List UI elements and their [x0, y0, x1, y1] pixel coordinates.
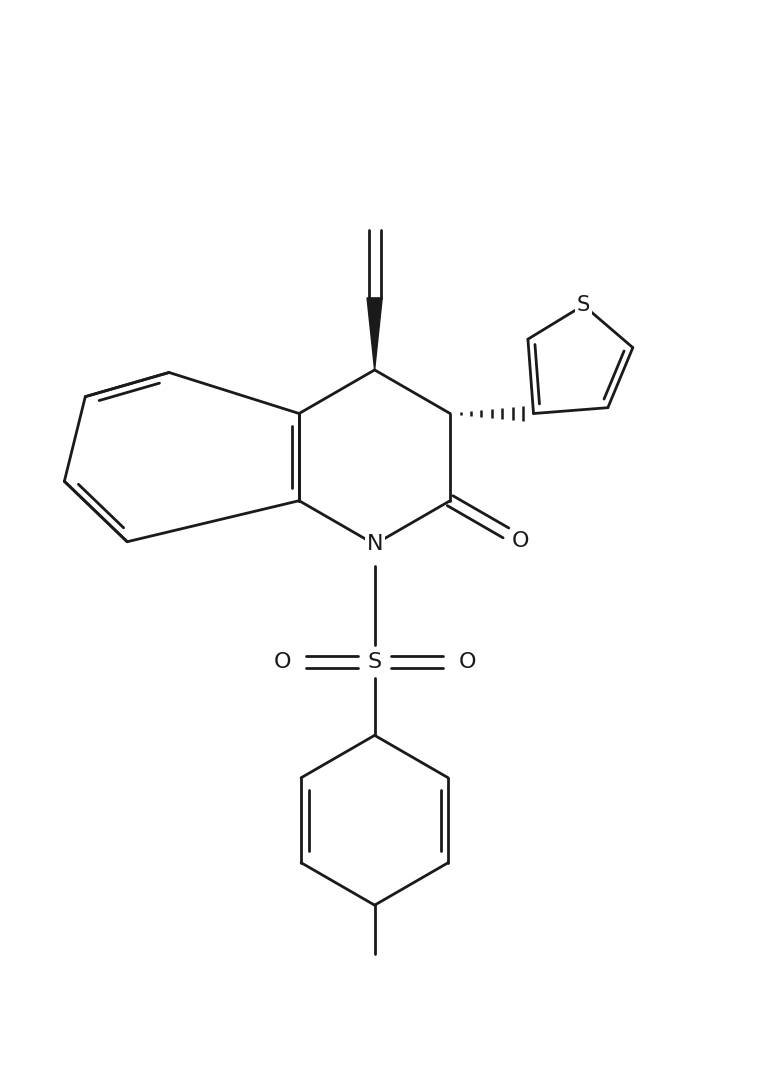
Polygon shape: [367, 298, 382, 370]
Text: S: S: [577, 295, 590, 316]
Text: S: S: [367, 652, 381, 671]
Text: N: N: [367, 534, 383, 555]
Text: O: O: [459, 652, 476, 671]
Text: O: O: [512, 531, 529, 551]
Text: O: O: [273, 652, 291, 671]
